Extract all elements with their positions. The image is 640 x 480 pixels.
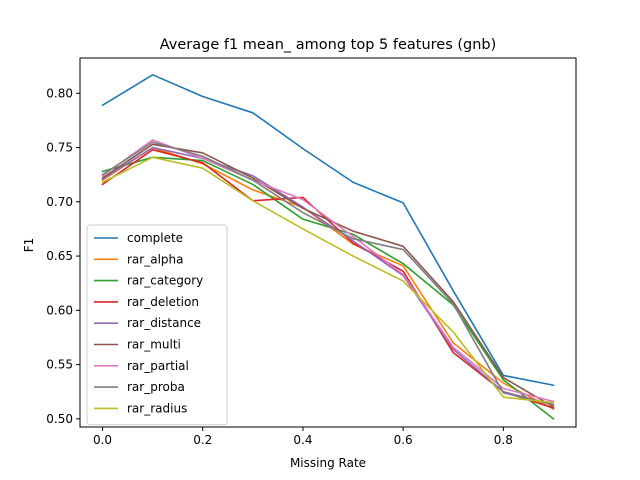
legend: complete rar_alpha rar_category rar_deletio…	[86, 224, 228, 426]
legend-label: rar_radius	[127, 401, 187, 415]
x-tick-label: 0.0	[93, 433, 112, 447]
legend-entry-rar_category: rar_category	[94, 274, 203, 288]
legend-label: rar_deletion	[127, 295, 199, 309]
legend-label: rar_category	[127, 274, 203, 288]
legend-label: complete	[127, 231, 183, 245]
series-line-rar_radius	[101, 156, 555, 404]
legend-entry-rar_alpha: rar_alpha	[94, 252, 183, 266]
legend-label: rar_proba	[127, 380, 185, 394]
x-axis-label: Missing Rate	[290, 456, 366, 470]
y-tick-label: 0.60	[46, 303, 73, 317]
x-tick-label: 0.8	[494, 433, 513, 447]
y-tick-label: 0.50	[46, 412, 73, 426]
legend-entry-rar_distance: rar_distance	[94, 316, 201, 330]
legend-entry-rar_partial: rar_partial	[94, 359, 189, 373]
series-line-rar_proba	[101, 141, 555, 406]
y-tick-label: 0.55	[46, 358, 73, 372]
legend-label: rar_partial	[127, 359, 189, 373]
y-tick-label: 0.70	[46, 195, 73, 209]
series-line-rar_distance	[101, 146, 555, 406]
series-line-complete	[101, 74, 555, 387]
y-tick-label: 0.75	[46, 141, 73, 155]
y-tick-label: 0.80	[46, 86, 73, 100]
axis-ticks: 0.0 0.2 0.4 0.6 0.8 0.50 0.55 0.60 0.65 0.70 0.75 0…	[46, 57, 577, 447]
legend-box	[86, 224, 228, 426]
legend-entry-complete: complete	[94, 231, 183, 245]
series-line-rar_category	[101, 156, 555, 420]
x-tick-label: 0.2	[193, 433, 212, 447]
legend-entry-rar_proba: rar_proba	[94, 380, 185, 394]
legend-label: rar_multi	[127, 338, 181, 352]
legend-label: rar_alpha	[127, 252, 183, 266]
legend-entry-rar_radius: rar_radius	[94, 401, 187, 415]
x-tick-label: 0.6	[394, 433, 413, 447]
legend-entry-rar_deletion: rar_deletion	[94, 295, 199, 309]
plot-area	[101, 74, 555, 420]
x-tick-label: 0.4	[293, 433, 312, 447]
y-axis-label: F1	[22, 238, 36, 253]
chart-title: Average f1 mean_ among top 5 features (g…	[160, 37, 497, 53]
axes-frame	[79, 57, 577, 428]
y-tick-label: 0.65	[46, 249, 73, 263]
legend-label: rar_distance	[127, 316, 201, 330]
legend-entry-rar_multi: rar_multi	[94, 338, 181, 352]
